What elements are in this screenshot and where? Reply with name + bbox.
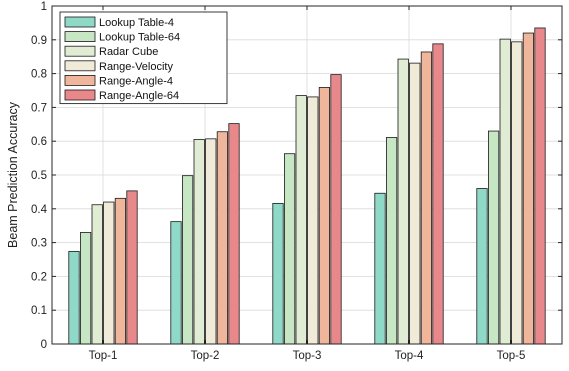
y-tick-label: 0.5 xyxy=(31,170,47,182)
x-tick-label: Top-4 xyxy=(395,350,424,362)
bar-range-angle-4-1 xyxy=(216,131,228,345)
bar-range-velocity-4 xyxy=(511,41,523,345)
bar-range-angle-4-4 xyxy=(522,32,535,345)
x-tick-label: Top-2 xyxy=(191,350,220,362)
y-tick-label: 0.2 xyxy=(31,271,47,283)
legend-label: Range-Angle-4 xyxy=(99,75,173,87)
y-tick-label: 0.9 xyxy=(31,35,47,47)
axis-ticks: 0 0.1 0.2 0.3 0.4 0.5 0.6 0.7 0.8 0.9 1 Top-1 Top-2 T… xyxy=(31,1,562,362)
x-tick-label: Top-3 xyxy=(293,350,322,362)
legend-swatch xyxy=(64,16,96,28)
bar-radar-cube-2 xyxy=(295,95,307,345)
bar-lookup-table-64-3 xyxy=(385,137,398,345)
legend-label: Lookup Table-4 xyxy=(99,17,174,29)
bar-range-angle-64-0 xyxy=(126,190,138,345)
bar-radar-cube-4 xyxy=(499,38,511,345)
y-tick-label: 1 xyxy=(41,1,47,13)
legend-label: Radar Cube xyxy=(99,46,158,58)
y-axis-label: Beam Prediction Accuracy xyxy=(6,101,20,248)
bar-range-angle-64-1 xyxy=(228,123,240,345)
y-tick-label: 0.1 xyxy=(31,305,47,317)
bar-lookup-table-4-1 xyxy=(170,221,182,345)
bar-radar-cube-1 xyxy=(193,139,205,345)
bar-range-angle-4-0 xyxy=(114,197,126,345)
legend-swatch xyxy=(64,75,96,86)
bar-range-velocity-1 xyxy=(205,138,217,345)
bar-range-angle-64-4 xyxy=(534,27,546,345)
bar-lookup-table-64-0 xyxy=(80,232,92,345)
x-tick-label: Top-1 xyxy=(89,350,118,362)
y-tick-label: 0.4 xyxy=(31,204,48,216)
y-tick-label: 0.3 xyxy=(31,238,47,250)
bar-range-velocity-0 xyxy=(103,201,115,345)
y-tick-label: 0.8 xyxy=(31,69,47,81)
legend-swatch xyxy=(64,45,96,57)
bar-lookup-table-4-4 xyxy=(476,188,488,345)
bar-range-velocity-3 xyxy=(409,62,421,345)
y-tick-label: 0 xyxy=(41,339,47,351)
bar-lookup-table-4-2 xyxy=(272,202,284,345)
y-tick-label: 0.7 xyxy=(31,102,47,114)
bar-radar-cube-0 xyxy=(91,204,103,345)
bar-lookup-table-4-0 xyxy=(68,250,80,345)
legend-label: Range-Velocity xyxy=(99,61,173,73)
bar-lookup-table-64-2 xyxy=(283,153,296,345)
bar-range-angle-64-2 xyxy=(330,74,342,345)
bar-range-angle-64-3 xyxy=(432,43,444,345)
legend-swatch xyxy=(64,89,96,101)
bar-lookup-table-4-3 xyxy=(374,192,386,345)
bar-lookup-table-64-1 xyxy=(181,175,194,345)
y-tick-label: 0.6 xyxy=(31,136,47,148)
x-tick-label: Top-5 xyxy=(497,350,526,362)
legend-label: Range-Angle-64 xyxy=(99,90,179,102)
bars xyxy=(68,27,546,345)
bar-range-angle-4-2 xyxy=(318,87,331,345)
bar-lookup-table-64-4 xyxy=(487,130,500,345)
legend-swatch xyxy=(64,60,96,72)
bar-range-angle-4-3 xyxy=(420,51,433,345)
legend: Lookup Table-4 Lookup Table-64 Radar Cube R… xyxy=(59,11,228,105)
legend-swatch xyxy=(64,31,96,43)
bar-radar-cube-3 xyxy=(397,58,409,345)
legend-label: Lookup Table-64 xyxy=(99,32,180,44)
bar-range-velocity-2 xyxy=(307,96,319,345)
